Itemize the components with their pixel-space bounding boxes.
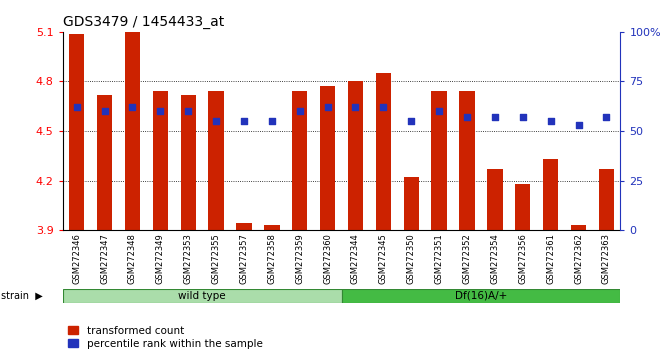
Bar <box>459 91 475 230</box>
Point <box>517 114 528 120</box>
Text: GSM272350: GSM272350 <box>407 233 416 284</box>
Text: GSM272348: GSM272348 <box>128 233 137 284</box>
Point <box>322 104 333 110</box>
Text: GSM272352: GSM272352 <box>463 233 471 284</box>
Text: GSM272349: GSM272349 <box>156 233 165 284</box>
Point <box>239 118 249 124</box>
Text: GSM272345: GSM272345 <box>379 233 388 284</box>
Bar <box>404 177 419 230</box>
Point <box>267 118 277 124</box>
Point <box>574 122 584 128</box>
Bar <box>152 91 168 230</box>
Bar <box>63 289 342 303</box>
Text: GSM272344: GSM272344 <box>351 233 360 284</box>
Text: GSM272358: GSM272358 <box>267 233 277 284</box>
Text: GSM272353: GSM272353 <box>183 233 193 284</box>
Bar <box>209 91 224 230</box>
Text: GSM272346: GSM272346 <box>72 233 81 284</box>
Point <box>406 118 416 124</box>
Text: GSM272360: GSM272360 <box>323 233 332 284</box>
Point <box>127 104 138 110</box>
Text: wild type: wild type <box>178 291 226 301</box>
Bar <box>342 289 620 303</box>
Point <box>99 108 110 114</box>
Bar <box>292 91 308 230</box>
Bar <box>515 184 531 230</box>
Point <box>490 114 500 120</box>
Text: GSM272351: GSM272351 <box>435 233 444 284</box>
Text: GSM272356: GSM272356 <box>518 233 527 284</box>
Bar <box>571 225 586 230</box>
Bar <box>97 95 112 230</box>
Point <box>601 114 612 120</box>
Point <box>378 104 389 110</box>
Text: GSM272363: GSM272363 <box>602 233 611 284</box>
Bar <box>236 223 251 230</box>
Text: strain  ▶: strain ▶ <box>1 291 42 301</box>
Text: GSM272362: GSM272362 <box>574 233 583 284</box>
Text: GSM272354: GSM272354 <box>490 233 500 284</box>
Text: GSM272355: GSM272355 <box>212 233 220 284</box>
Bar <box>181 95 196 230</box>
Bar <box>348 81 363 230</box>
Bar <box>69 34 84 230</box>
Point <box>211 118 221 124</box>
Bar <box>599 169 614 230</box>
Point <box>545 118 556 124</box>
Point <box>434 108 444 114</box>
Point <box>183 108 193 114</box>
Text: GSM272361: GSM272361 <box>546 233 555 284</box>
Bar <box>376 73 391 230</box>
Point <box>350 104 361 110</box>
Point <box>71 104 82 110</box>
Bar <box>320 86 335 230</box>
Bar <box>125 32 140 230</box>
Text: Df(16)A/+: Df(16)A/+ <box>455 291 507 301</box>
Point <box>294 108 305 114</box>
Text: GSM272347: GSM272347 <box>100 233 109 284</box>
Point <box>155 108 166 114</box>
Text: GDS3479 / 1454433_at: GDS3479 / 1454433_at <box>63 16 224 29</box>
Bar <box>487 169 502 230</box>
Bar <box>543 159 558 230</box>
Text: GSM272357: GSM272357 <box>240 233 248 284</box>
Bar <box>264 225 279 230</box>
Legend: transformed count, percentile rank within the sample: transformed count, percentile rank withi… <box>68 326 263 349</box>
Point <box>462 114 473 120</box>
Text: GSM272359: GSM272359 <box>295 233 304 284</box>
Bar <box>432 91 447 230</box>
